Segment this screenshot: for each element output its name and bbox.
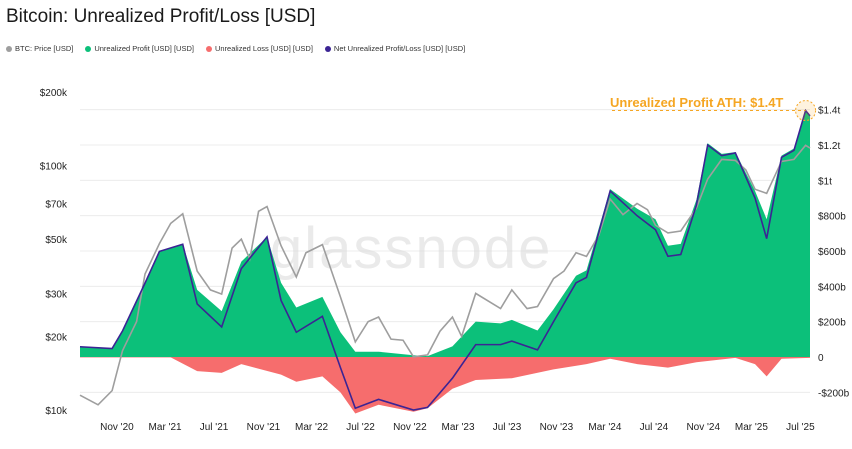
x-tick-label: Jul '24 (640, 422, 669, 433)
right-tick-label: $1.2t (818, 141, 840, 152)
area-layer (80, 109, 810, 414)
x-tick-label: Mar '24 (588, 422, 621, 433)
legend-swatch-loss (205, 45, 212, 52)
annotation-label: Unrealized Profit ATH: $1.4T (610, 95, 783, 110)
legend-label-profit: Unrealized Profit [USD] [USD] (94, 44, 194, 53)
x-tick-label: Nov '23 (540, 422, 574, 433)
x-tick-label: Mar '22 (295, 422, 328, 433)
x-tick-label: Jul '21 (200, 422, 229, 433)
series-unrealized-loss (80, 357, 810, 414)
x-tick-label: Mar '23 (442, 422, 475, 433)
x-tick-label: Mar '25 (735, 422, 768, 433)
left-tick-label: $50k (45, 235, 68, 246)
x-tick-label: Jul '22 (346, 422, 375, 433)
right-tick-label: $200b (818, 318, 846, 329)
x-tick-label: Nov '24 (686, 422, 720, 433)
legend-item-profit[interactable]: Unrealized Profit [USD] [USD] (85, 44, 194, 53)
x-tick-label: Nov '22 (393, 422, 427, 433)
line-layer (79, 108, 811, 411)
legend-item-price[interactable]: BTC: Price [USD] (6, 44, 73, 53)
left-axis: $10k $20k $30k $50k $70k $100k $200k (40, 88, 68, 417)
right-tick-label: $400b (818, 282, 846, 293)
series-unrealized-profit (80, 109, 810, 358)
chart-legend: BTC: Price [USD] Unrealized Profit [USD]… (6, 44, 465, 53)
left-tick-label: $10k (45, 406, 68, 417)
annotation-marker (795, 100, 817, 122)
left-tick-label: $30k (45, 289, 68, 300)
right-tick-label: $800b (818, 212, 846, 223)
x-tick-label: Nov '20 (100, 422, 134, 433)
legend-swatch-price (6, 45, 12, 52)
left-tick-label: $100k (40, 162, 68, 173)
right-tick-label: $1.4t (818, 106, 840, 117)
chart-title: Bitcoin: Unrealized Profit/Loss [USD] (6, 6, 316, 27)
legend-item-loss[interactable]: Unrealized Loss [USD] [USD] (205, 44, 313, 53)
x-tick-label: Mar '21 (149, 422, 182, 433)
series-btc-price (79, 144, 811, 406)
x-tick-label: Nov '21 (247, 422, 281, 433)
right-tick-label: 0 (818, 353, 824, 364)
legend-label-loss: Unrealized Loss [USD] [USD] (214, 44, 313, 53)
x-axis: Nov '20 Mar '21 Jul '21 Nov '21 Mar '22 Jul '… (100, 422, 815, 433)
series-net-unrealized (79, 108, 811, 411)
legend-label-price: BTC: Price [USD] (15, 44, 74, 53)
right-tick-label: $600b (818, 247, 846, 258)
x-tick-label: Jul '25 (786, 422, 815, 433)
legend-label-net: Net Unrealized Profit/Loss [USD] [USD] (333, 44, 466, 53)
watermark: glassnode (270, 216, 552, 281)
annotation-layer: Unrealized Profit ATH: $1.4T (610, 95, 817, 122)
legend-swatch-profit (85, 45, 92, 52)
legend-swatch-net (324, 45, 331, 52)
right-axis: -$200b 0 $200b $400b $600b $800b $1t $1.2t $1.4t (818, 106, 850, 400)
left-tick-label: $200k (40, 88, 68, 99)
right-tick-label: -$200b (818, 388, 850, 399)
right-tick-label: $1t (818, 176, 832, 187)
legend-item-net[interactable]: Net Unrealized Profit/Loss [USD] [USD] (324, 44, 466, 53)
x-tick-label: Jul '23 (493, 422, 522, 433)
left-tick-label: $70k (45, 199, 68, 210)
left-tick-label: $20k (45, 332, 68, 343)
